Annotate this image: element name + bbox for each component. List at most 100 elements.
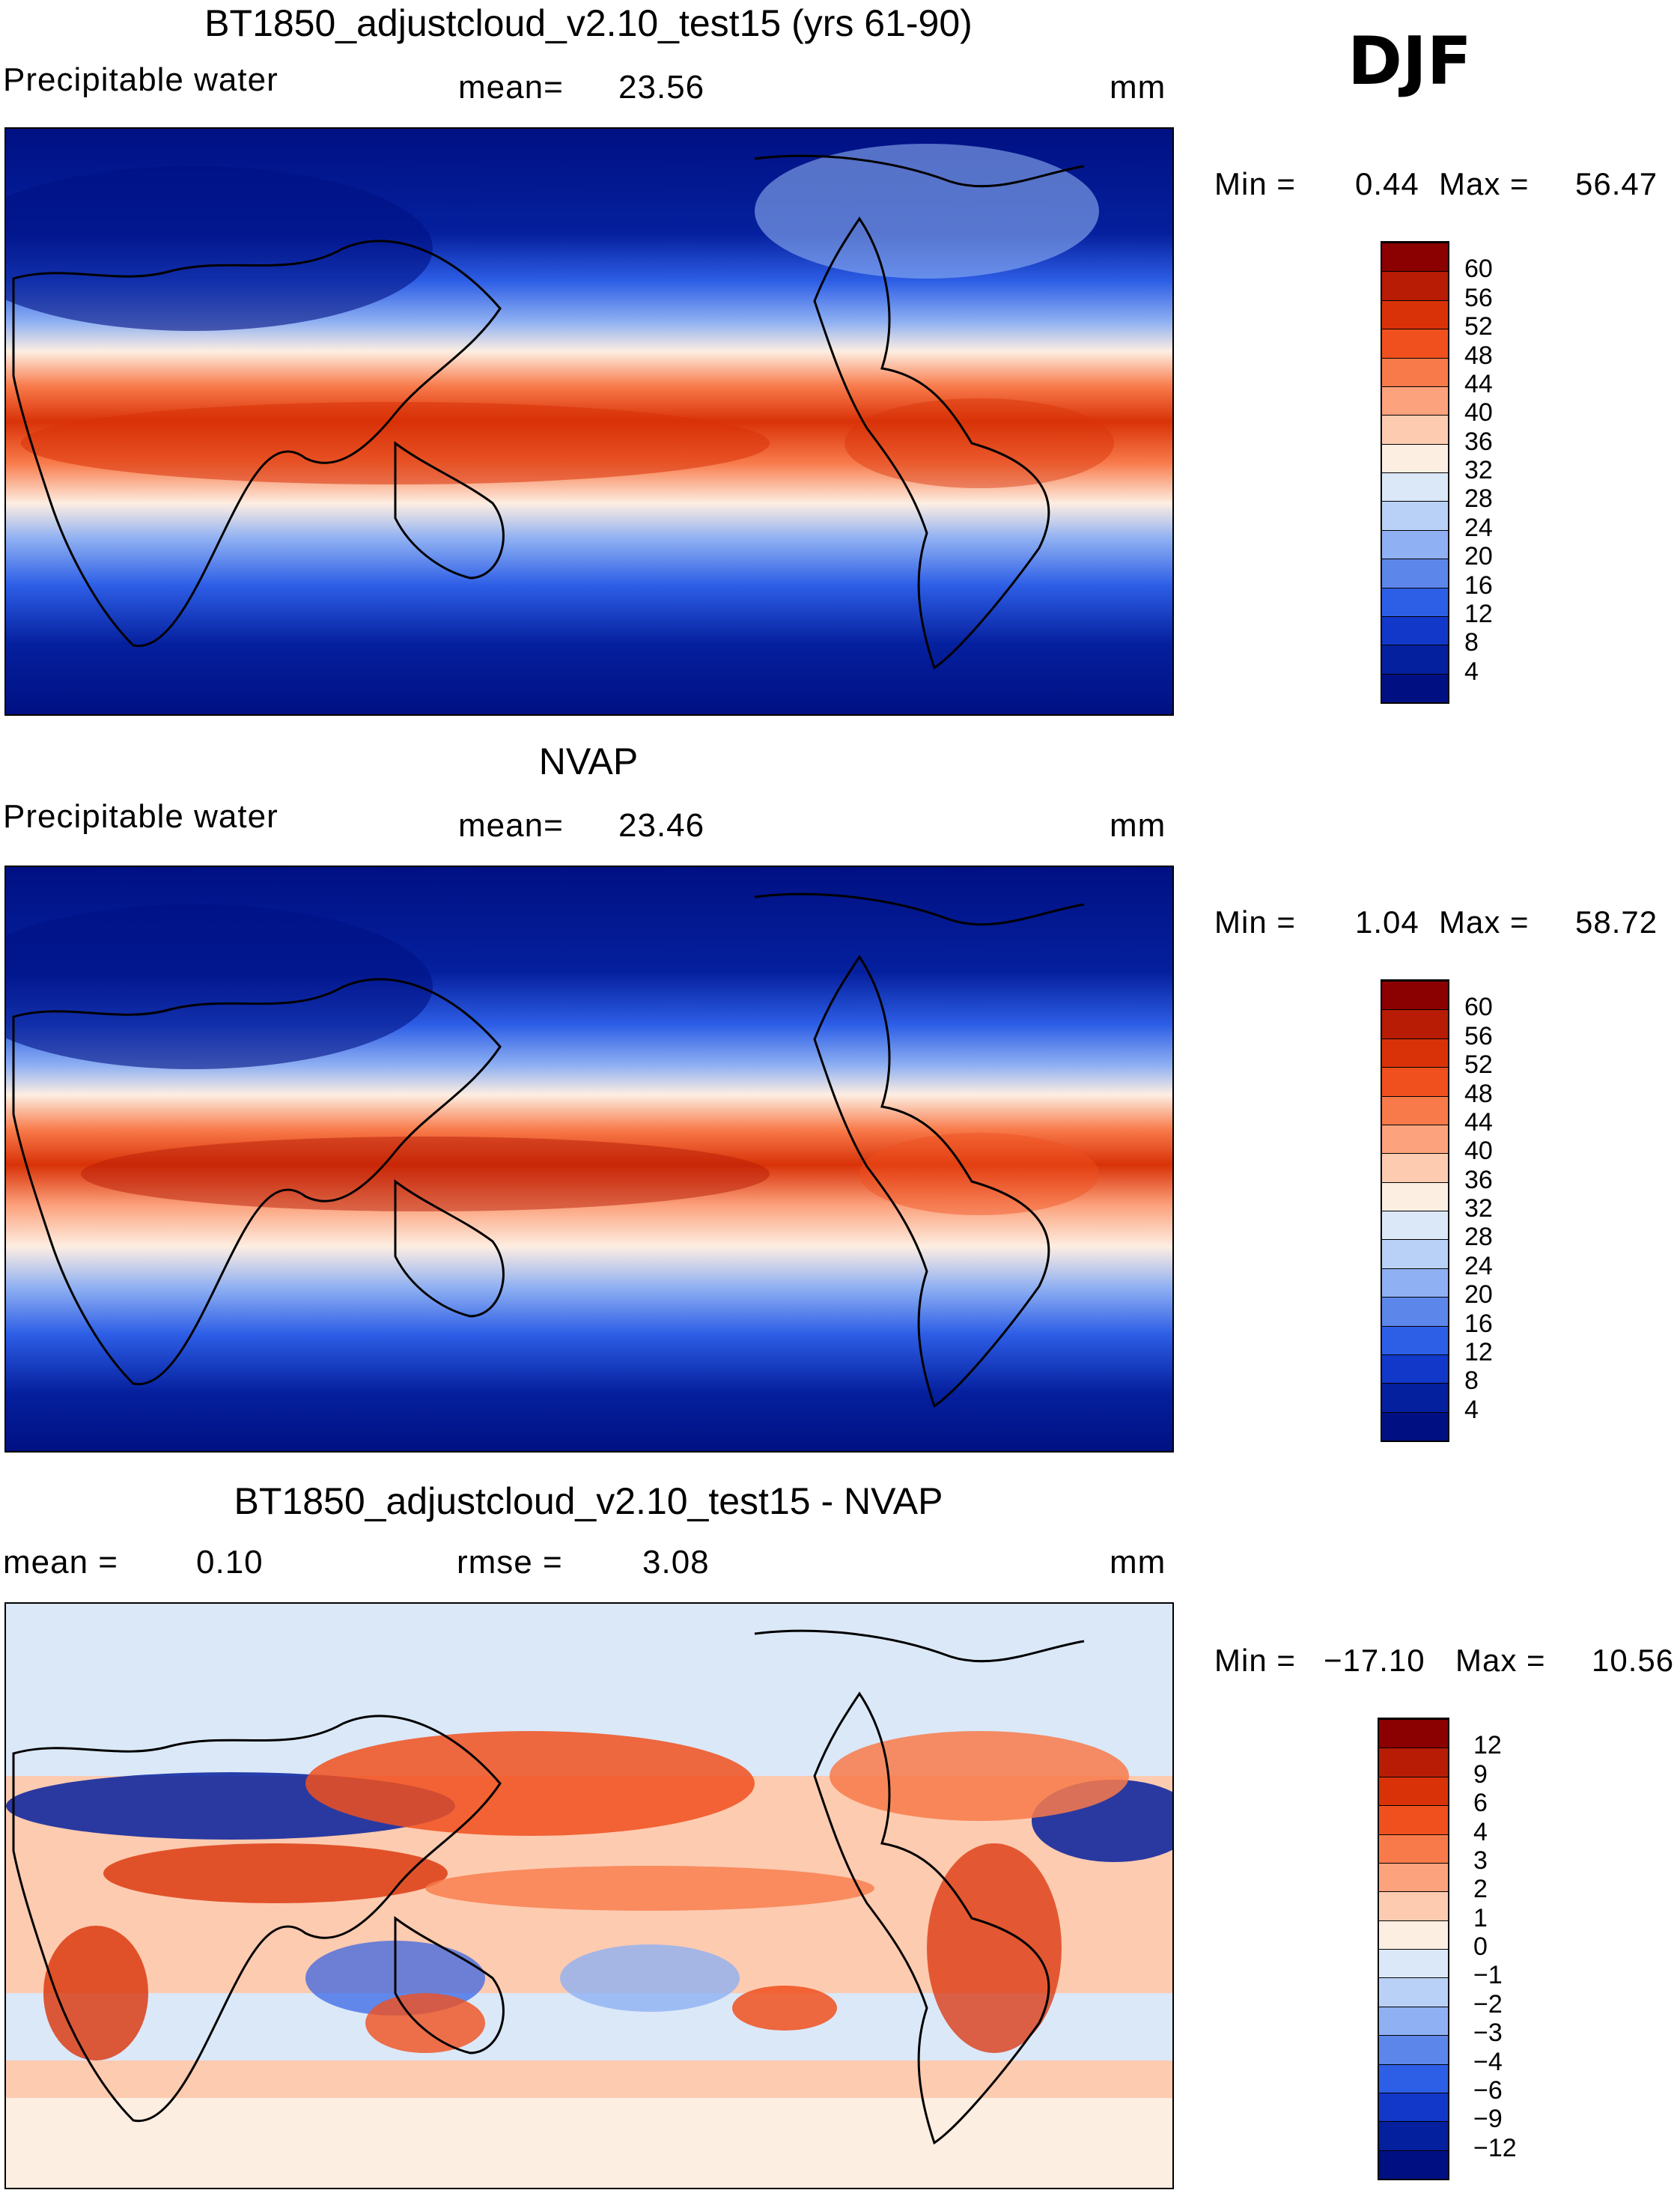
- panel2-colorbar-tick-label: 32: [1464, 1194, 1493, 1223]
- panel1-colorbar-swatch: [1382, 673, 1448, 702]
- panel3-colorbar-tick-label: 9: [1473, 1759, 1488, 1789]
- panel1-colorbar-tick-label: 48: [1464, 341, 1493, 370]
- panel1-colorbar-swatch: [1382, 472, 1448, 502]
- panel3-colorbar-swatch: [1379, 1862, 1448, 1892]
- panel2-colorbar-swatch: [1382, 1383, 1448, 1412]
- panel2-colorbar-swatch: [1382, 1268, 1448, 1298]
- panel3-units: mm: [1110, 1544, 1166, 1581]
- panel1-colorbar-tick-label: 8: [1464, 628, 1479, 657]
- panel1-colorbar-swatch: [1382, 357, 1448, 386]
- panel2-colorbar-swatch: [1382, 1009, 1448, 1038]
- panel3-rmse-label: rmse =: [457, 1544, 563, 1581]
- panel1-min-value: 0.44: [1355, 166, 1419, 201]
- panel1-colorbar-swatch: [1382, 645, 1448, 674]
- panel1-colorbar-tick-label: 32: [1464, 456, 1493, 484]
- panel2-min-value: 1.04: [1355, 904, 1419, 940]
- panel1-colorbar-tick-label: 60: [1464, 255, 1493, 284]
- panel1-colorbar-swatch: [1382, 243, 1448, 272]
- panel3-colorbar-swatch: [1379, 1748, 1448, 1777]
- panel2-colorbar-swatch: [1382, 1239, 1448, 1268]
- panel3-colorbar-tick-label: 1: [1473, 1903, 1488, 1932]
- panel1-colorbar-swatch: [1382, 587, 1448, 616]
- panel1-colorbar-tick-label: 28: [1464, 484, 1493, 514]
- panel3-colorbar-swatch: [1379, 2092, 1448, 2122]
- panel1-colorbar-tick-label: 20: [1464, 542, 1493, 571]
- panel3-colorbar-swatch: [1379, 1834, 1448, 1863]
- panel2-colorbar-swatch: [1382, 1067, 1448, 1096]
- panel2-colorbar-tick-label: 4: [1464, 1395, 1479, 1424]
- panel2-colorbar-swatch: [1382, 1354, 1448, 1384]
- panel3-min-label: Min =: [1214, 1643, 1296, 1678]
- panel3-min-value: −17.10: [1324, 1643, 1425, 1678]
- panel3-colorbar-tick-label: 6: [1473, 1789, 1488, 1818]
- panel3-rmse-value: 3.08: [642, 1544, 710, 1581]
- panel2-max-value: 58.72: [1575, 904, 1658, 940]
- panel2-colorbar-swatch: [1382, 1211, 1448, 1240]
- panel3-colorbar-swatch: [1379, 2063, 1448, 2093]
- panel1-colorbar-swatch: [1382, 386, 1448, 416]
- panel3-colorbar-tick-label: −9: [1473, 2105, 1503, 2134]
- panel2-colorbar-tick-label: 44: [1464, 1107, 1493, 1137]
- panel3-map-canvas: [6, 1604, 1172, 2188]
- panel3-colorbar-swatch: [1379, 1977, 1448, 2007]
- panel3-colorbar-swatch: [1379, 1805, 1448, 1834]
- panel1-colorbar-swatch: [1382, 271, 1448, 300]
- panel2-colorbar-tick-label: 36: [1464, 1165, 1493, 1194]
- panel1-colorbar-tick-label: 4: [1464, 657, 1479, 686]
- panel2-colorbar-tick-label: 16: [1464, 1309, 1493, 1338]
- panel2-mean-value: 23.46: [618, 807, 705, 844]
- panel1-title: BT1850_adjustcloud_v2.10_test15 (yrs 61-…: [204, 2, 973, 44]
- panel1-units: mm: [1110, 69, 1166, 106]
- panel1-map: [4, 127, 1174, 716]
- panel2-colorbar-tick-label: 20: [1464, 1280, 1493, 1310]
- panel1-colorbar-tick-label: 40: [1464, 398, 1493, 428]
- panel1-mean-label: mean=: [458, 69, 564, 106]
- panel1-colorbar-swatch: [1382, 615, 1448, 645]
- panel3-colorbar-tick-label: 12: [1473, 1731, 1502, 1760]
- panel2-colorbar-swatch: [1382, 1181, 1448, 1211]
- panel1-max-value: 56.47: [1575, 166, 1658, 201]
- panel2-units: mm: [1110, 807, 1166, 844]
- panel3-colorbar-tick-label: −12: [1473, 2133, 1517, 2162]
- panel2-colorbar-swatch: [1382, 981, 1448, 1010]
- panel2-colorbar-tick-label: 52: [1464, 1050, 1493, 1080]
- panel3-colorbar-tick-label: −1: [1473, 1961, 1503, 1990]
- panel2-mean-label: mean=: [458, 807, 564, 844]
- panel3-colorbar-swatch: [1379, 2150, 1448, 2179]
- panel3-colorbar-swatch: [1379, 1949, 1448, 1978]
- panel2-colorbar-tick-label: 60: [1464, 993, 1493, 1022]
- panel1-colorbar-swatch: [1382, 529, 1448, 559]
- panel3-colorbar: [1378, 1718, 1449, 2180]
- panel1-colorbar-swatch: [1382, 443, 1448, 472]
- panel2-colorbar-tick-label: 40: [1464, 1137, 1493, 1166]
- panel3-colorbar-swatch: [1379, 1719, 1448, 1748]
- panel2-colorbar-swatch: [1382, 1411, 1448, 1441]
- panel2-colorbar-swatch: [1382, 1095, 1448, 1125]
- panel2-map: [4, 866, 1174, 1453]
- panel2-min-label: Min =: [1214, 904, 1296, 940]
- panel3-colorbar-tick-label: −6: [1473, 2075, 1503, 2105]
- panel3-mean-value: 0.10: [196, 1544, 264, 1581]
- panel1-colorbar-tick-label: 52: [1464, 312, 1493, 341]
- panel3-colorbar-tick-label: −2: [1473, 1989, 1503, 2019]
- panel2-colorbar-tick-label: 56: [1464, 1021, 1493, 1050]
- panel1-max-label: Max =: [1439, 166, 1530, 201]
- panel2-colorbar-tick-label: 8: [1464, 1366, 1479, 1396]
- panel1-mean-value: 23.56: [618, 69, 705, 106]
- panel2-colorbar-tick-label: 48: [1464, 1079, 1493, 1108]
- panel1-colorbar-tick-label: 56: [1464, 283, 1493, 312]
- panel3-colorbar-swatch: [1379, 1891, 1448, 1920]
- panel2-colorbar: [1381, 979, 1449, 1442]
- panel1-map-canvas: [6, 129, 1172, 714]
- panel3-title: BT1850_adjustcloud_v2.10_test15 - NVAP: [234, 1480, 943, 1522]
- panel1-colorbar-swatch: [1382, 329, 1448, 358]
- panel3-max-label: Max =: [1455, 1643, 1546, 1678]
- panel2-left-label: Precipitable water: [3, 798, 279, 835]
- panel2-colorbar-swatch: [1382, 1153, 1448, 1182]
- panel1-colorbar-tick-label: 44: [1464, 369, 1493, 398]
- panel1-left-label: Precipitable water: [3, 61, 279, 98]
- panel1-colorbar-swatch: [1382, 415, 1448, 444]
- panel3-colorbar-swatch: [1379, 2035, 1448, 2064]
- panel2-colorbar-swatch: [1382, 1124, 1448, 1154]
- panel2-colorbar-tick-label: 12: [1464, 1337, 1493, 1366]
